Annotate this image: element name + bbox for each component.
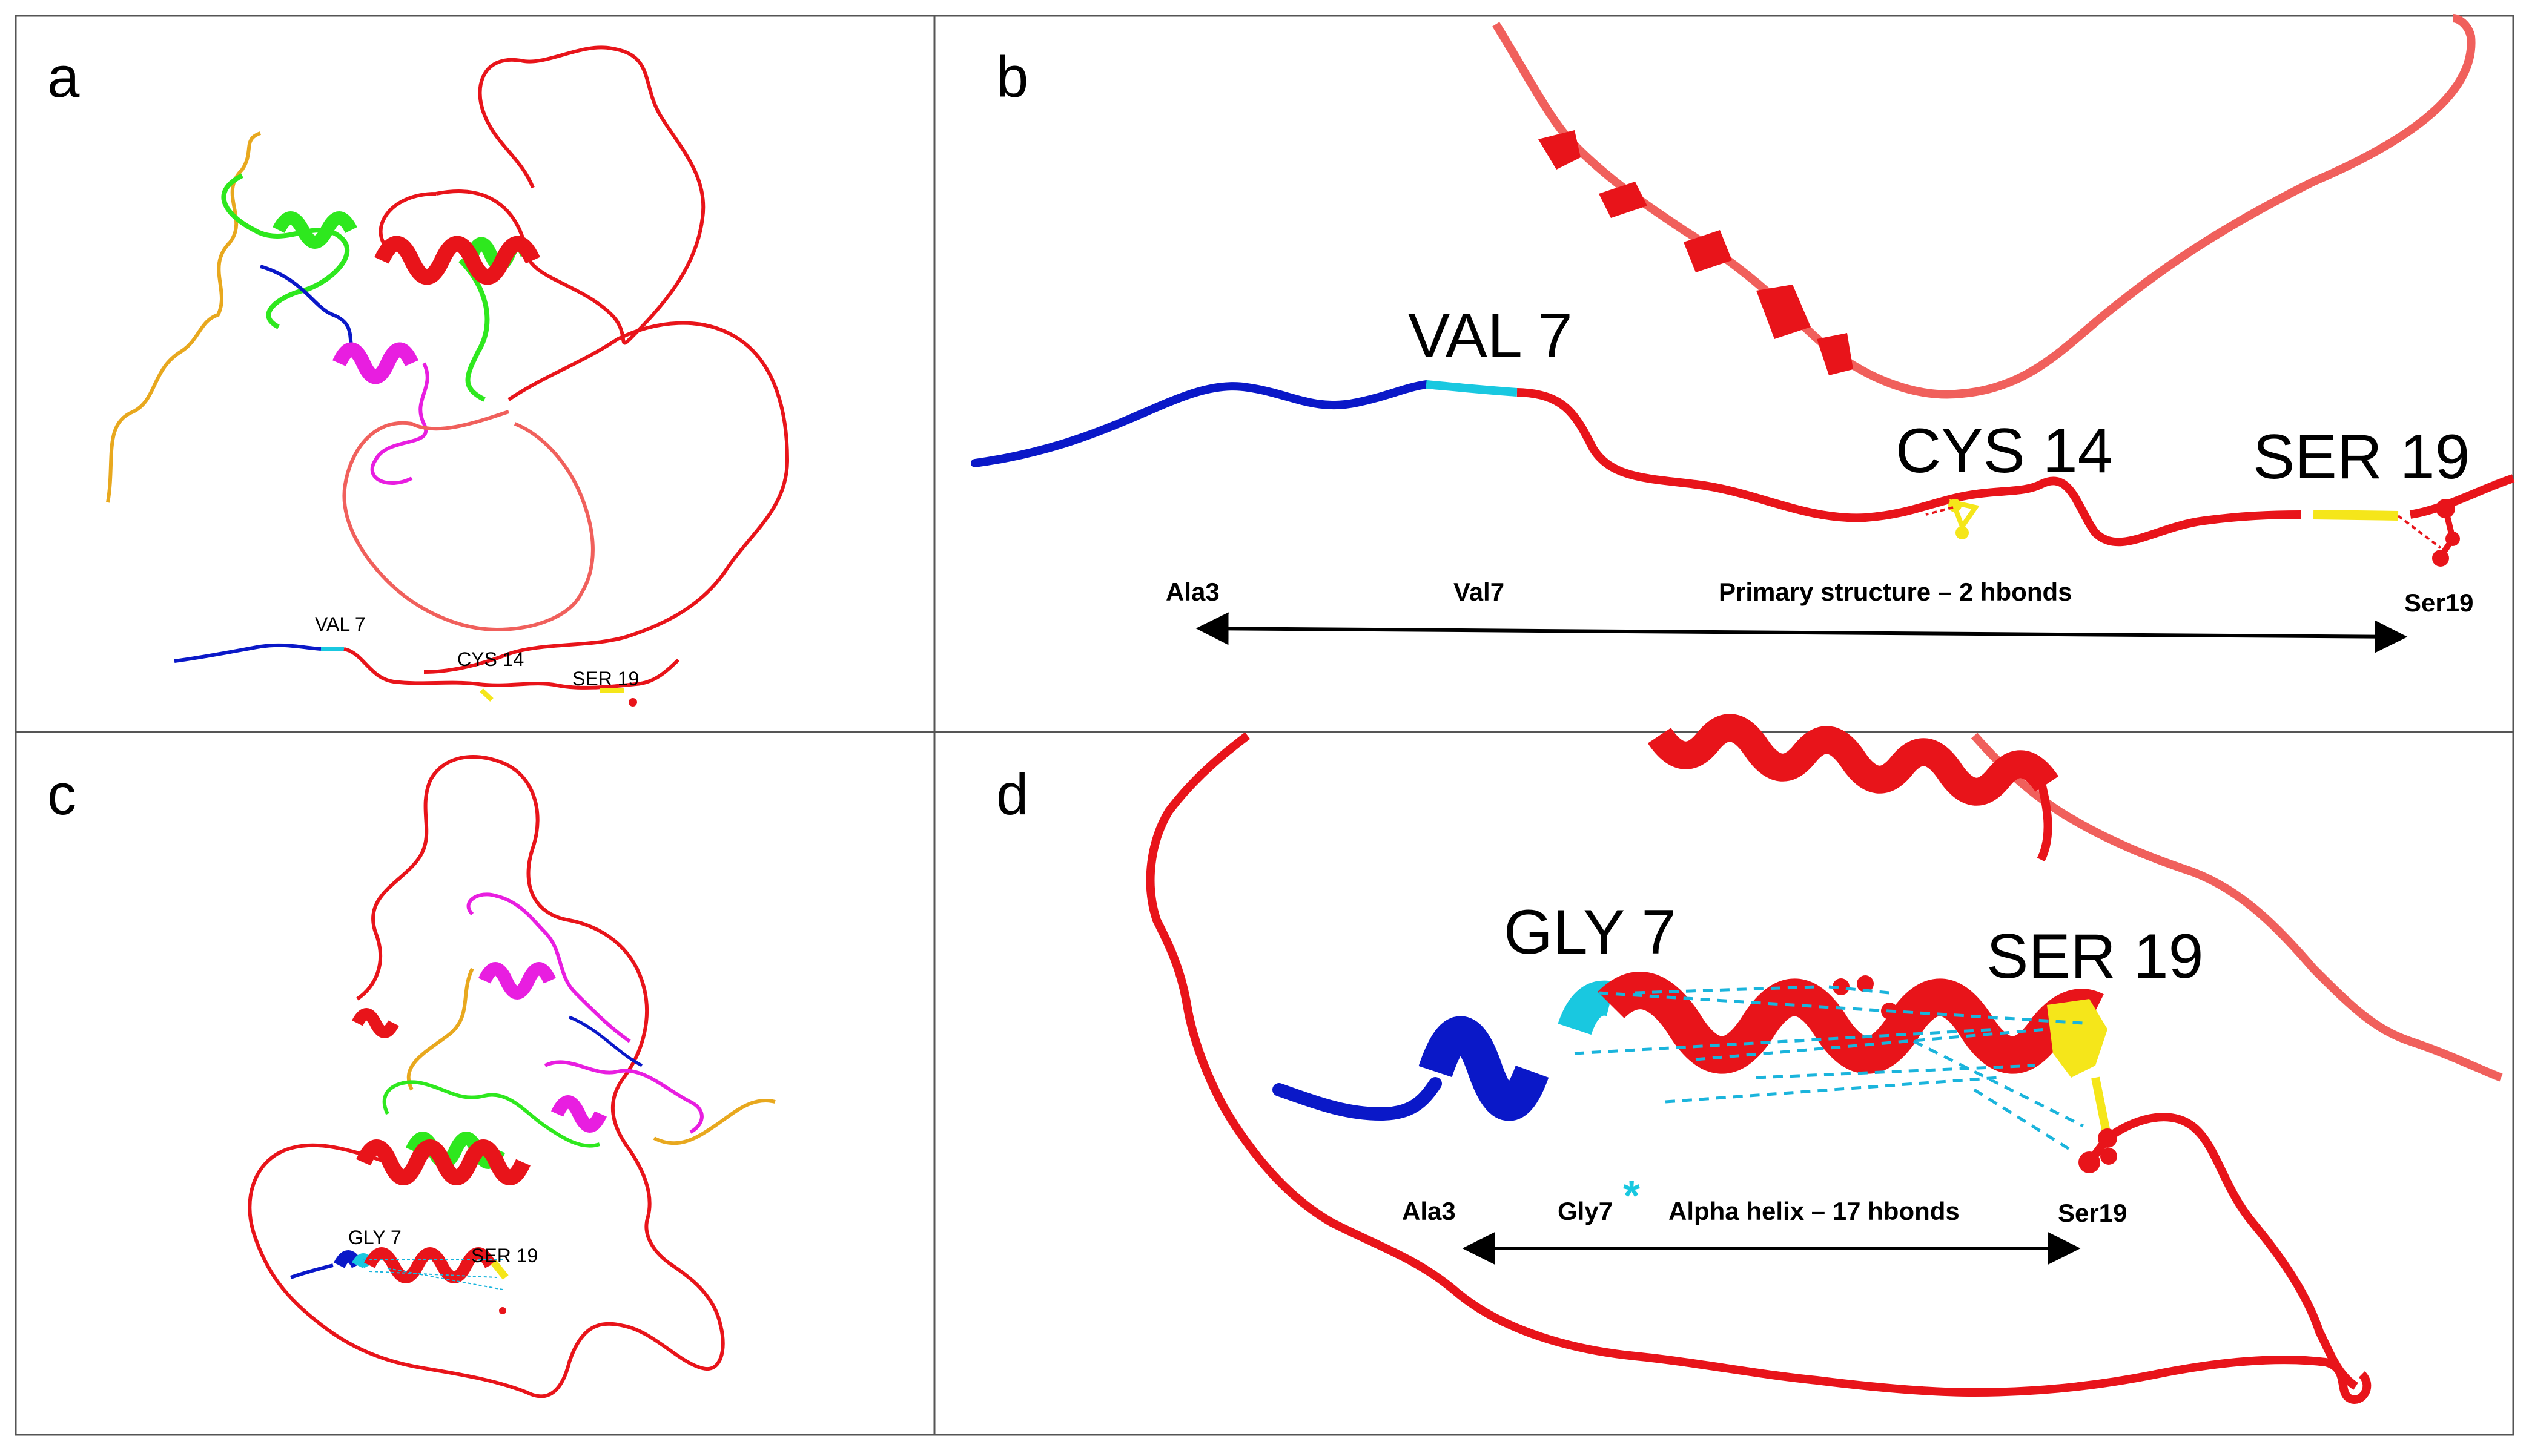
- panel-d-upper-helix: [1647, 714, 2059, 806]
- panel-c-red-loop: [248, 755, 725, 1398]
- panel-c-magenta-helix: [478, 962, 607, 1133]
- panel-a-letter: a: [47, 45, 80, 110]
- panel-d: d GLY 7 SER 19 Ala3 Gly7: [996, 714, 2503, 1404]
- panel-d-right-lower-coil: [2104, 1113, 2359, 1390]
- panel-a: a VAL 7 CYS 14 SER 19: [47, 45, 790, 707]
- panel-c-label-gly7: GLY 7: [348, 1227, 402, 1248]
- panel-d-arrow-start: Ala3: [1402, 1197, 1456, 1225]
- panel-d-outer-coil: [1146, 732, 2372, 1404]
- panel-b-upper-loop: [1492, 14, 2476, 399]
- panel-a-red-loop-mid: [423, 321, 790, 674]
- panel-c-blue-coil: [569, 1015, 643, 1067]
- panel-a-red-helix: [374, 236, 540, 285]
- panel-b-cys14-sidechain: [1925, 499, 1980, 539]
- panel-d-yellow-sidechain: [2047, 999, 2108, 1078]
- panel-a-bottom-blue: [174, 643, 322, 663]
- panel-d-blue-helix: [1418, 1016, 1549, 1121]
- panel-d-ser19-sidechain: [2078, 1076, 2117, 1173]
- panel-a-red-loop-top: [379, 45, 706, 345]
- panel-c-orange-coil: [406, 967, 776, 1145]
- panel-d-arrow-mid: Gly7: [1558, 1197, 1613, 1225]
- panel-c: c GLY 7 SER 19: [47, 755, 776, 1398]
- panel-grid: [15, 15, 2514, 1436]
- panel-a-bottom-red: [343, 647, 680, 690]
- panel-c-red-helix-top: [352, 1008, 399, 1038]
- panel-b-yellow-ser19: [2313, 510, 2399, 521]
- panel-c-magenta-coil: [466, 892, 704, 1134]
- panel-d-blue-coil: [1272, 1077, 1442, 1121]
- panel-d-asterisk: *: [1623, 1172, 1640, 1220]
- panel-c-small-yellow: [491, 1260, 509, 1280]
- panel-a-bottom-yellow-1: [480, 688, 494, 702]
- panel-b-blue-coil: [971, 380, 1430, 467]
- panel-b-arrow-start: Ala3: [1166, 578, 1220, 606]
- panel-d-right-coil: [1971, 733, 2503, 1082]
- panel-c-ser19-atom: [499, 1307, 506, 1314]
- panel-b-double-arrow: [1195, 612, 2408, 653]
- panel-a-magenta-helix: [332, 342, 418, 384]
- panel-b-arrow-end: Ser19: [2404, 588, 2473, 617]
- panel-c-small-hbonds: [363, 1259, 503, 1290]
- panel-c-small-blue: [290, 1263, 334, 1279]
- panel-b-arrow-caption: Primary structure – 2 hbonds: [1719, 578, 2072, 606]
- panel-d-cyan-helix: [1558, 980, 1616, 1035]
- panel-b-letter: b: [996, 45, 1028, 110]
- panel-a-green-coil: [221, 173, 490, 402]
- panel-a-red-loop-low: [342, 410, 595, 632]
- panel-d-letter: d: [996, 762, 1028, 827]
- panel-b-red-coil-tail: [2409, 474, 2515, 519]
- panel-a-magenta-coil: [370, 362, 429, 485]
- panel-a-ser19-atom: [629, 698, 637, 707]
- panel-b: b VAL 7 CYS 14 SER 19 Ala3: [971, 14, 2515, 653]
- panel-c-small-red-helix: [364, 1247, 496, 1283]
- panel-d-label-gly7: GLY 7: [1504, 897, 1676, 967]
- panel-d-arrow-end: Ser19: [2058, 1199, 2127, 1227]
- panel-c-letter: c: [47, 762, 76, 827]
- panel-b-ser19-sidechain: [2397, 499, 2460, 567]
- panel-b-label-val7: VAL 7: [1408, 301, 1573, 371]
- panel-c-red-helix-mid: [356, 1139, 531, 1185]
- panel-b-label-ser19: SER 19: [2253, 422, 2470, 492]
- panel-a-orange-coil: [106, 131, 262, 503]
- panel-b-upper-strand: [1538, 130, 1853, 375]
- panel-a-label-val7: VAL 7: [315, 613, 366, 635]
- panel-c-label-ser19: SER 19: [471, 1245, 538, 1267]
- panel-a-label-cys14: CYS 14: [457, 648, 524, 670]
- panel-a-label-ser19: SER 19: [572, 668, 639, 690]
- panel-b-red-coil: [1516, 388, 2302, 547]
- panel-d-label-ser19: SER 19: [1986, 921, 2203, 992]
- panel-c-green-coil: [382, 1080, 600, 1148]
- panel-b-label-cys14: CYS 14: [1896, 416, 2112, 486]
- panel-d-top-atoms: [1833, 975, 1898, 1020]
- panel-b-cyan-coil: [1426, 380, 1518, 397]
- panel-d-arrow-caption: Alpha helix – 17 hbonds: [1668, 1197, 1960, 1225]
- panel-d-hbonds: [1574, 985, 2084, 1152]
- panel-d-red-helix: [1598, 972, 2104, 1074]
- panel-d-upper-helix-tail: [2037, 780, 2052, 862]
- panel-b-arrow-mid: Val7: [1453, 578, 1504, 606]
